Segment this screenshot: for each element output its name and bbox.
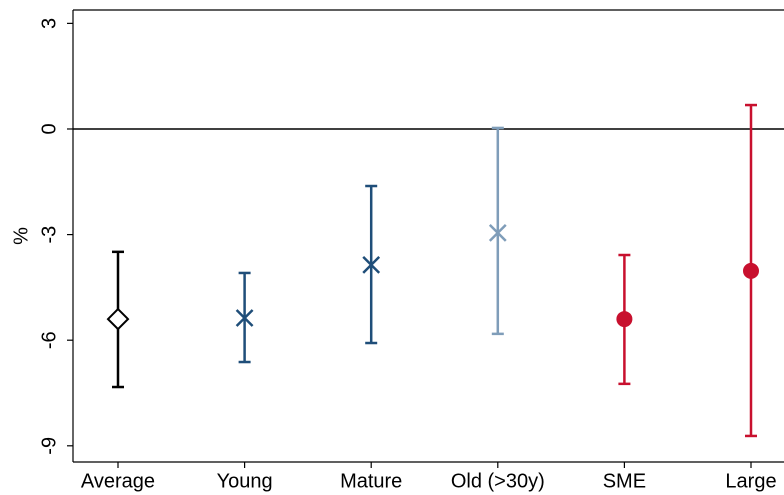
y-tick-label: 3: [38, 18, 60, 29]
x-tick-label: Mature: [340, 470, 402, 492]
x-tick-label: Old (>30y): [451, 470, 545, 492]
x-tick-label: Average: [81, 470, 155, 492]
x-tick-label: Large: [725, 470, 776, 492]
point: [488, 223, 507, 242]
y-tick-label: -3: [38, 226, 60, 244]
x-tick-label: Young: [217, 470, 273, 492]
point: [106, 307, 130, 331]
point: [616, 311, 633, 328]
point: [235, 309, 254, 327]
y-tick-label: 0: [38, 123, 60, 134]
x-tick-label: SME: [603, 470, 646, 492]
y-tick-label: -9: [38, 437, 60, 455]
point: [743, 262, 759, 279]
y-axis-label: %: [10, 227, 32, 245]
point: [362, 255, 381, 274]
y-tick-label: -6: [38, 331, 60, 349]
